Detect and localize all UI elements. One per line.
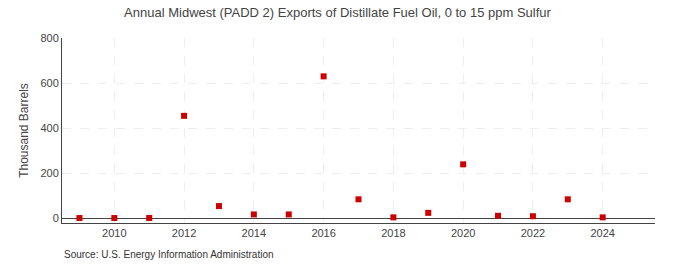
svg-text:0: 0	[53, 212, 59, 224]
svg-text:Source: U.S. Energy Informatio: Source: U.S. Energy Information Administ…	[64, 249, 274, 260]
svg-text:2010: 2010	[102, 227, 126, 239]
svg-text:2022: 2022	[521, 227, 545, 239]
svg-text:2016: 2016	[311, 227, 335, 239]
svg-text:2024: 2024	[590, 227, 614, 239]
svg-text:400: 400	[40, 122, 58, 134]
svg-text:2018: 2018	[381, 227, 405, 239]
svg-text:800: 800	[40, 32, 58, 44]
svg-text:200: 200	[40, 167, 58, 179]
svg-text:Thousand Barrels: Thousand Barrels	[17, 83, 31, 178]
svg-text:2014: 2014	[242, 227, 266, 239]
svg-text:2020: 2020	[451, 227, 475, 239]
svg-text:2012: 2012	[172, 227, 196, 239]
svg-text:600: 600	[40, 77, 58, 89]
svg-text:Annual Midwest (PADD 2) Export: Annual Midwest (PADD 2) Exports of Disti…	[124, 5, 551, 20]
